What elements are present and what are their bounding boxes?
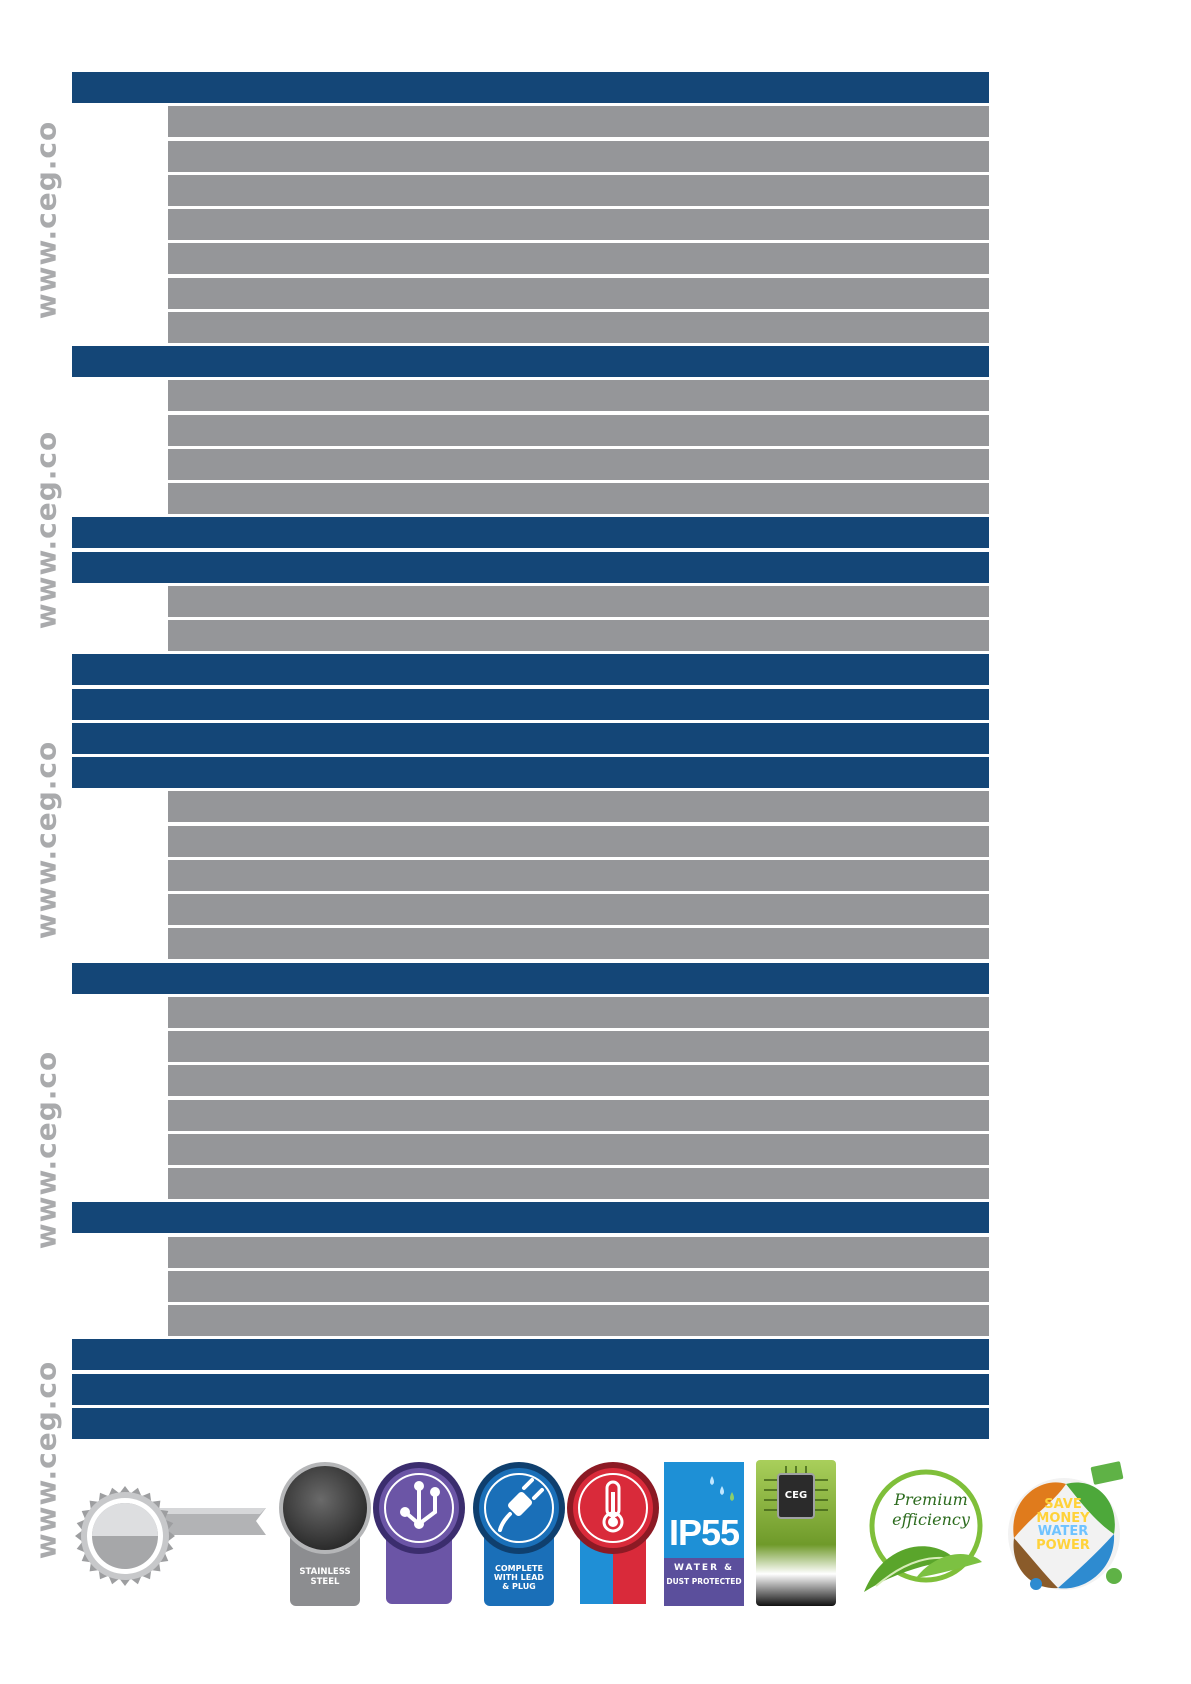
spec-row — [168, 1133, 989, 1165]
spec-row — [168, 620, 989, 651]
leaf-icon — [864, 1469, 983, 1592]
section-header-row — [72, 1373, 989, 1405]
save-money-water-power-badge: SAVE MONEY WATER POWER — [996, 1458, 1130, 1602]
spec-row — [168, 1065, 989, 1097]
spec-row — [168, 859, 989, 891]
spec-row — [168, 140, 989, 172]
spec-row — [168, 1305, 989, 1336]
chip-icon — [756, 1460, 836, 1606]
spec-row — [168, 1270, 989, 1302]
section-header-row — [72, 757, 989, 788]
stainless-steel-icon — [279, 1462, 371, 1606]
section-header-row — [72, 722, 989, 754]
section-header-row — [72, 1339, 989, 1371]
spec-row — [168, 894, 989, 925]
spec-row — [168, 928, 989, 960]
section-header-row — [72, 551, 989, 583]
section-header-row — [72, 688, 989, 720]
plug-icon — [473, 1462, 565, 1606]
spec-row — [168, 380, 989, 412]
spec-row — [168, 174, 989, 206]
section-header-row — [72, 654, 989, 686]
section-header-row — [72, 72, 989, 103]
water-drops-icon — [664, 1462, 744, 1606]
section-header-row — [72, 517, 989, 549]
section-header-row — [72, 346, 989, 377]
spec-row — [168, 483, 989, 514]
spec-row — [168, 585, 989, 617]
section-header-row — [72, 962, 989, 994]
spec-row — [168, 243, 989, 275]
ceg-chip-badge: CEG — [756, 1460, 836, 1606]
branch-connection-icon — [373, 1462, 465, 1604]
spec-row — [168, 414, 989, 446]
section-header-row — [72, 1407, 989, 1439]
stainless-steel-badge: STAINLESS STEEL — [278, 1462, 372, 1608]
spec-row — [168, 791, 989, 823]
rosette-badge-icon — [75, 1486, 266, 1586]
spec-row — [168, 209, 989, 240]
spec-row — [168, 1031, 989, 1062]
section-header-row — [72, 1202, 989, 1234]
thermometer-icon — [567, 1462, 659, 1604]
connection-badge — [372, 1462, 466, 1606]
spec-row — [168, 996, 989, 1028]
ip55-badge: IP55 WATER & DUST PROTECTED — [664, 1462, 744, 1606]
premium-efficiency-badge: Premium efficiency — [856, 1468, 988, 1600]
spec-row — [168, 1099, 989, 1131]
save-money-icon — [1008, 1461, 1124, 1590]
spec-row — [168, 1168, 989, 1199]
spec-row — [168, 106, 989, 138]
spec-row — [168, 277, 989, 309]
spec-row — [168, 448, 989, 480]
spec-row — [168, 1236, 989, 1268]
lead-and-plug-badge: COMPLETE WITH LEAD & PLUG — [472, 1462, 566, 1608]
spec-row — [168, 311, 989, 343]
spec-row — [168, 825, 989, 857]
temperature-badge — [566, 1462, 660, 1606]
